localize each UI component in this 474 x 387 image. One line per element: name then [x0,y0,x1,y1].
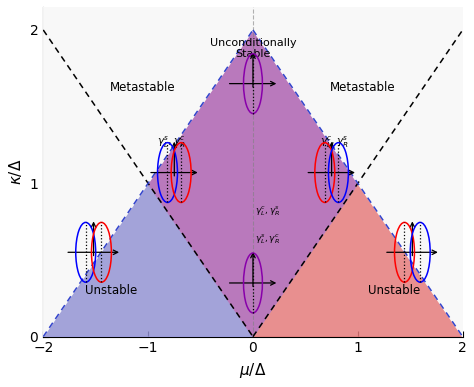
Polygon shape [43,7,463,337]
Text: Metastable: Metastable [110,81,176,94]
Text: $\gamma^s_L, \gamma^c_R$: $\gamma^s_L, \gamma^c_R$ [255,233,280,246]
Polygon shape [43,7,463,337]
Y-axis label: $\kappa/\Delta$: $\kappa/\Delta$ [7,159,24,185]
Text: $\gamma^s_L, \gamma^c_R$: $\gamma^s_L, \gamma^c_R$ [157,135,185,150]
Polygon shape [148,31,358,336]
Text: Unconditionally
Stable: Unconditionally Stable [210,38,296,59]
Polygon shape [43,7,463,337]
Text: Metastable: Metastable [330,81,396,94]
Polygon shape [43,7,463,337]
Text: $\gamma^c_L, \gamma^s_R$: $\gamma^c_L, \gamma^s_R$ [255,205,280,219]
X-axis label: $\mu/\Delta$: $\mu/\Delta$ [239,361,267,380]
Text: Unstable: Unstable [85,284,137,297]
Text: Unstable: Unstable [368,284,420,297]
Text: $\gamma^c_L, \gamma^s_R$: $\gamma^c_L, \gamma^s_R$ [320,135,349,150]
